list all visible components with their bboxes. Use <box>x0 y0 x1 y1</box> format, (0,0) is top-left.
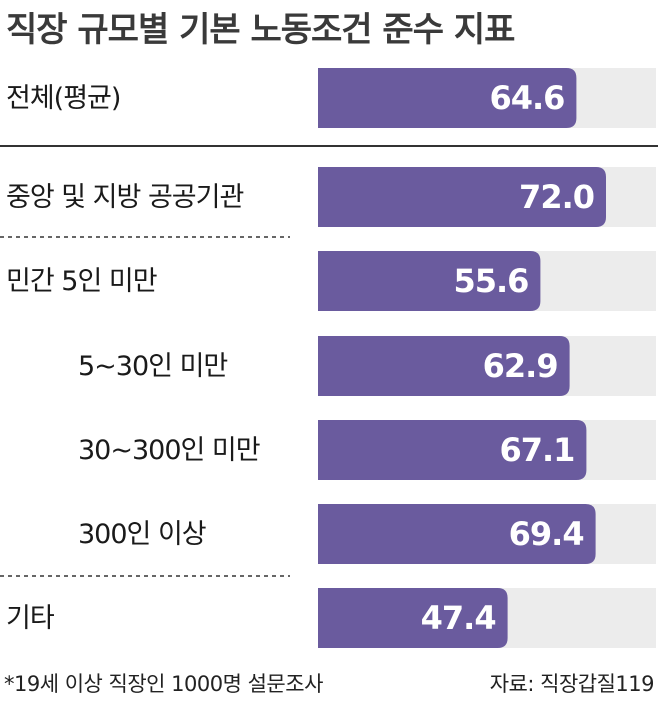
category-label: 전체(평균) <box>6 83 120 114</box>
category-label: 5~30인 미만 <box>78 351 227 382</box>
data-label: 69.4 <box>509 515 584 553</box>
category-label: 중앙 및 지방 공공기관 <box>6 182 243 213</box>
data-label: 72.0 <box>519 178 594 216</box>
data-label: 47.4 <box>421 599 496 637</box>
source-note: 자료: 직장갑질119 <box>490 668 654 698</box>
category-label: 기타 <box>6 603 55 634</box>
data-label: 64.6 <box>489 79 564 117</box>
footnote: *19세 이상 직장인 1000명 설문조사 <box>4 668 323 698</box>
category-label: 30~300인 미만 <box>78 435 260 466</box>
category-label: 300인 이상 <box>78 519 206 550</box>
data-label: 55.6 <box>453 262 528 300</box>
data-label: 62.9 <box>483 347 558 385</box>
data-label: 67.1 <box>499 431 574 469</box>
category-label: 민간 5인 미만 <box>6 266 157 297</box>
